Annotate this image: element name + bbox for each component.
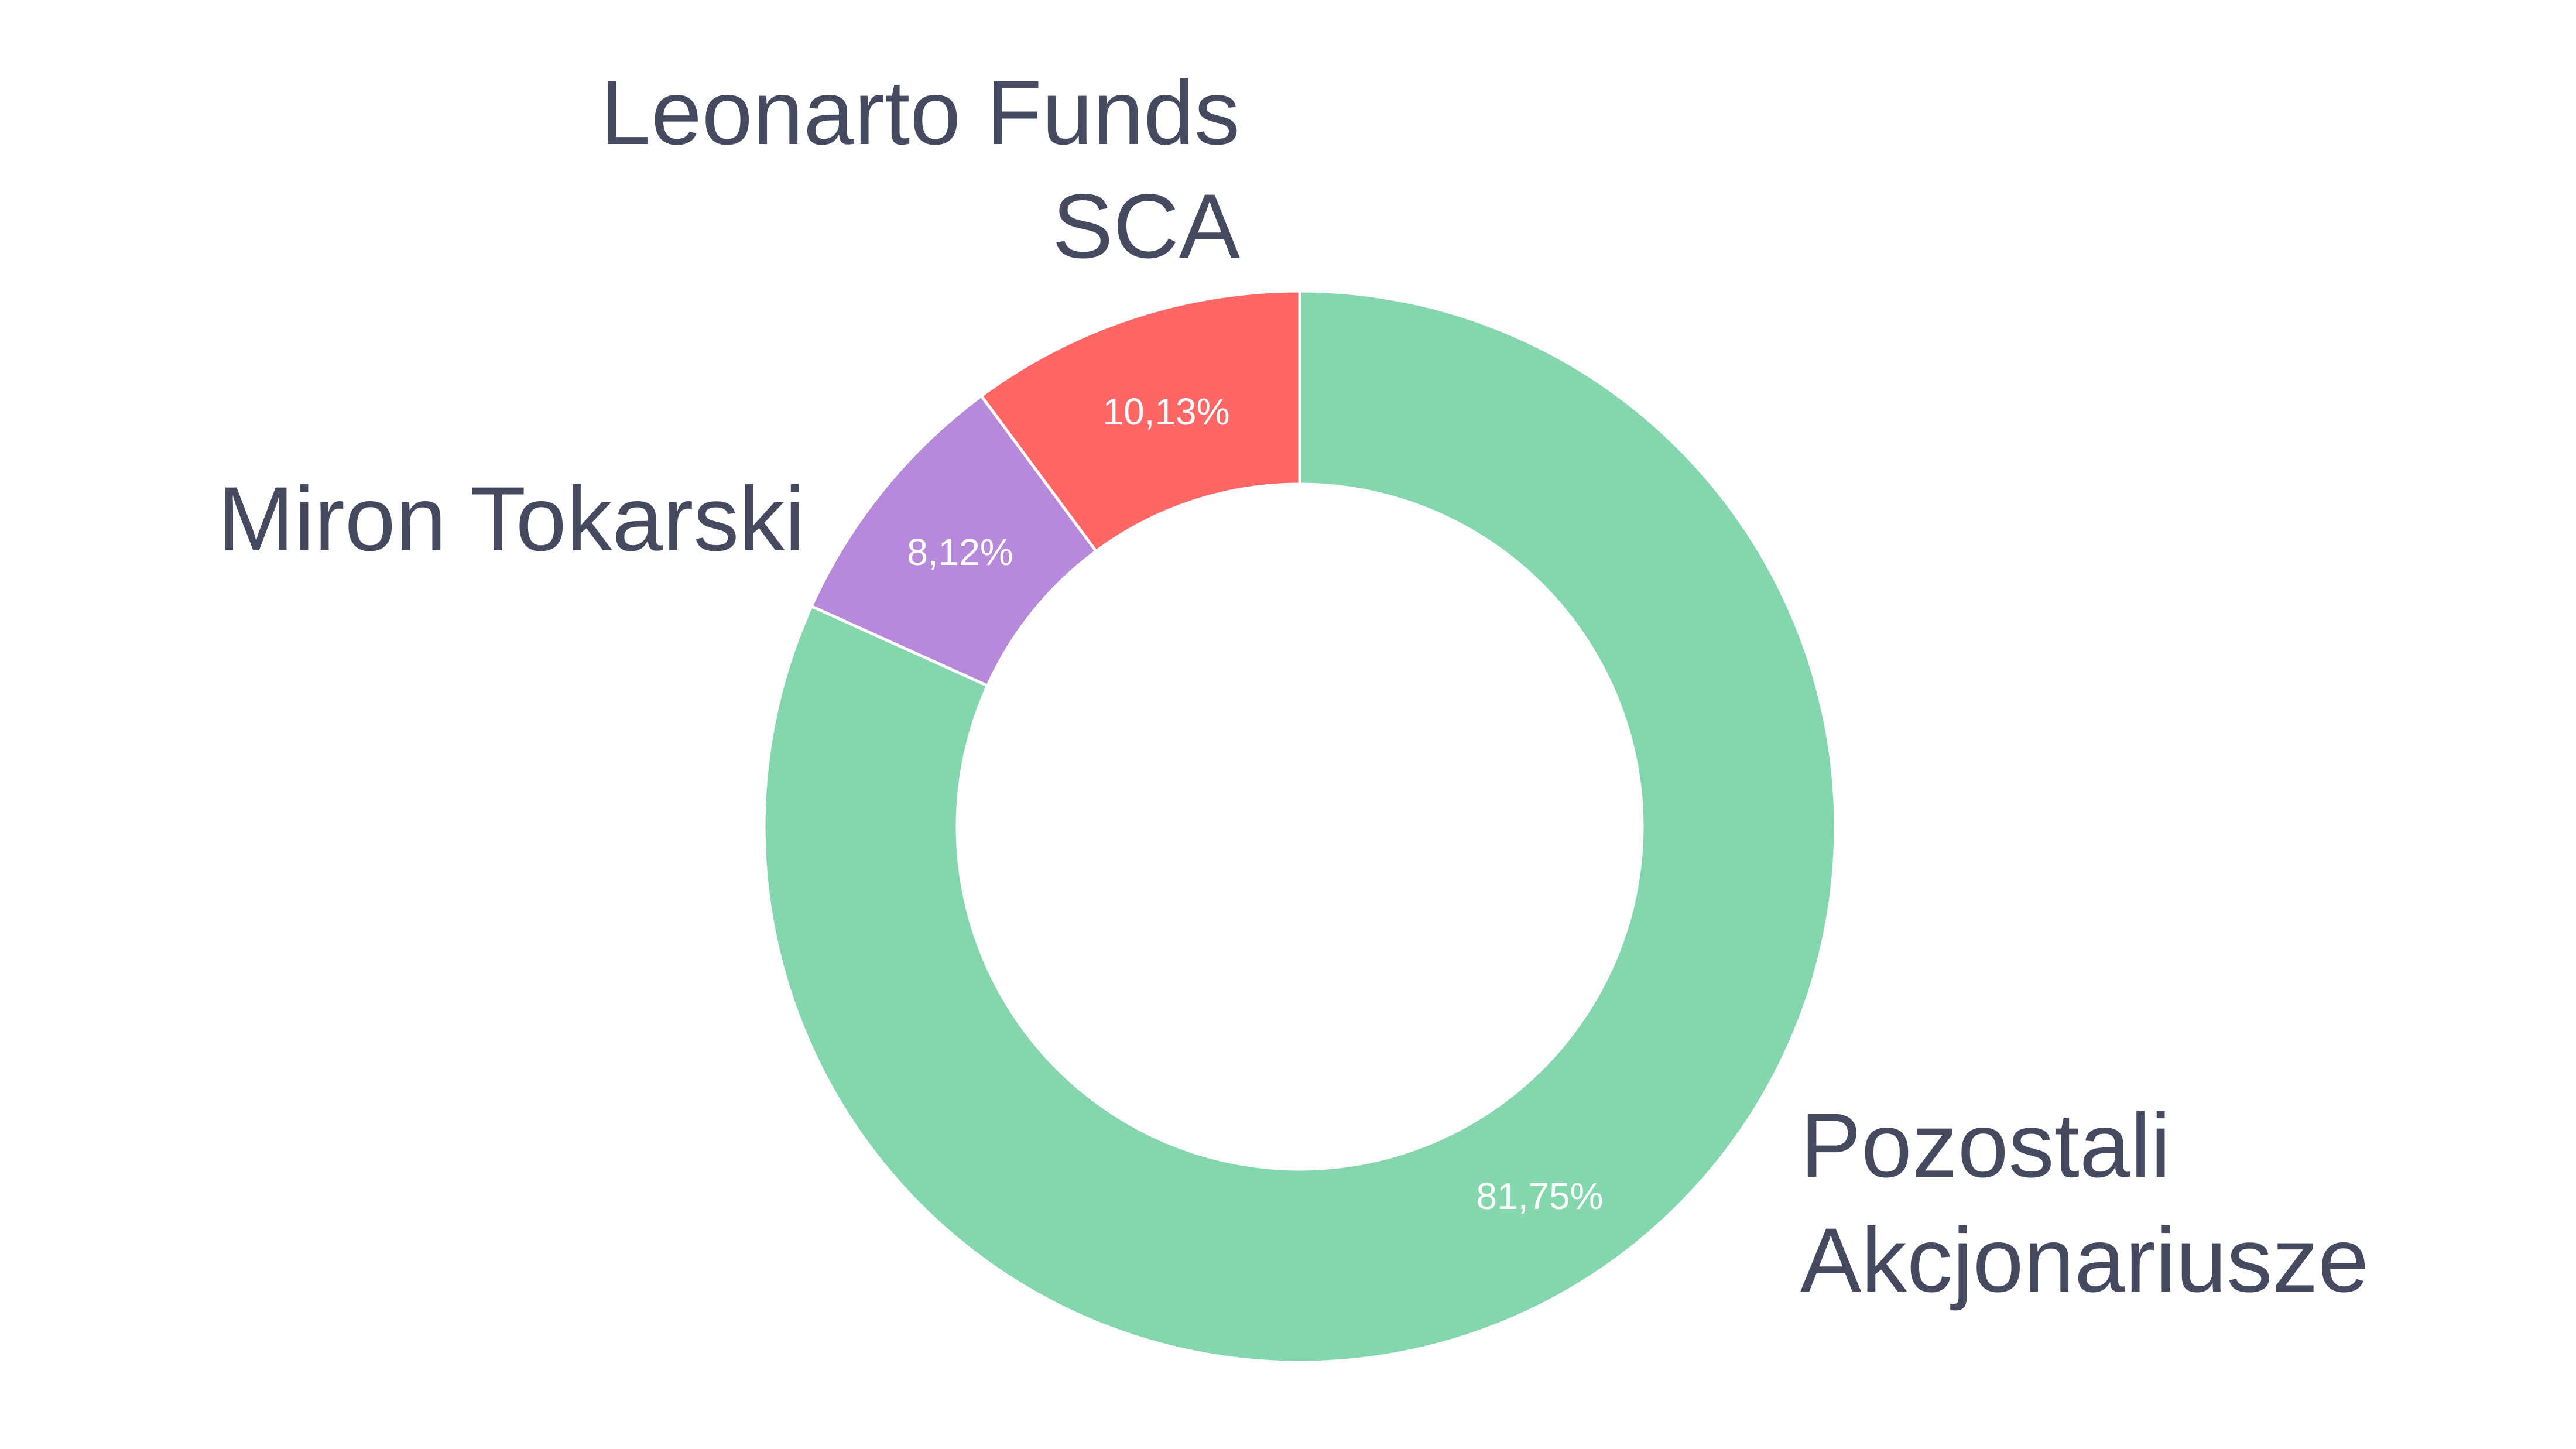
category-label-leonarto-line1: Leonarto Funds — [600, 62, 1240, 164]
slices-group — [762, 289, 1837, 1364]
category-label-pozostali-line2: Akcjonariusze — [1800, 1210, 2369, 1311]
value-label-miron: 8,12% — [907, 531, 1013, 573]
category-label-leonarto-line2: SCA — [1052, 176, 1240, 278]
category-label-miron: Miron Tokarski — [218, 468, 805, 570]
slice-leonarto — [979, 289, 1301, 554]
value-label-leonarto: 10,13% — [1102, 390, 1229, 433]
slice-pozostali — [762, 289, 1837, 1364]
category-label-pozostali-line1: Pozostali — [1800, 1095, 2171, 1197]
value-label-pozostali: 81,75% — [1476, 1175, 1603, 1217]
